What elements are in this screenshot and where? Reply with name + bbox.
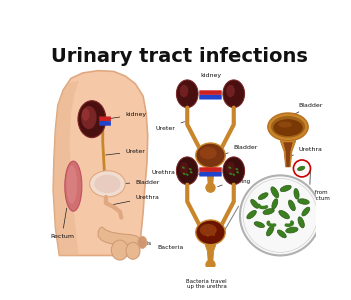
Ellipse shape: [229, 173, 232, 175]
Ellipse shape: [298, 217, 304, 228]
Polygon shape: [280, 141, 296, 167]
Ellipse shape: [289, 200, 295, 211]
Ellipse shape: [206, 234, 209, 237]
Text: Urethra: Urethra: [112, 195, 159, 205]
Ellipse shape: [294, 188, 299, 199]
Ellipse shape: [196, 143, 225, 168]
Ellipse shape: [236, 168, 238, 170]
Ellipse shape: [226, 85, 235, 97]
Ellipse shape: [251, 200, 259, 208]
Text: Rectum: Rectum: [50, 208, 74, 239]
Ellipse shape: [280, 185, 291, 192]
FancyBboxPatch shape: [199, 172, 222, 176]
Ellipse shape: [229, 167, 231, 169]
Text: kidney: kidney: [108, 112, 146, 119]
Ellipse shape: [223, 80, 245, 108]
Ellipse shape: [189, 168, 192, 170]
FancyBboxPatch shape: [199, 90, 222, 95]
Text: Ureter
Opening: Ureter Opening: [218, 173, 251, 187]
Ellipse shape: [212, 233, 215, 236]
Ellipse shape: [203, 230, 206, 232]
Ellipse shape: [273, 119, 303, 136]
Text: Penis: Penis: [129, 238, 152, 246]
Ellipse shape: [126, 242, 140, 259]
Text: Ureter: Ureter: [156, 122, 185, 131]
Ellipse shape: [90, 171, 125, 197]
Ellipse shape: [183, 173, 186, 175]
Ellipse shape: [223, 157, 245, 184]
Ellipse shape: [65, 161, 82, 211]
Ellipse shape: [111, 240, 128, 260]
Ellipse shape: [258, 193, 268, 200]
Ellipse shape: [81, 106, 97, 129]
Ellipse shape: [268, 113, 308, 141]
Text: Bacteria travel
up the urethra: Bacteria travel up the urethra: [186, 278, 227, 289]
Text: Bacteria: Bacteria: [157, 245, 183, 250]
Ellipse shape: [186, 173, 189, 176]
Ellipse shape: [298, 199, 309, 204]
Ellipse shape: [254, 222, 265, 228]
FancyBboxPatch shape: [199, 167, 222, 172]
Text: Urinary tract infections: Urinary tract infections: [51, 47, 308, 66]
Circle shape: [293, 160, 311, 177]
Ellipse shape: [277, 230, 286, 238]
Ellipse shape: [200, 147, 217, 159]
Ellipse shape: [247, 210, 256, 219]
Circle shape: [206, 260, 215, 269]
Ellipse shape: [180, 85, 188, 97]
Text: Bacteria from
skin or rectum: Bacteria from skin or rectum: [290, 171, 330, 201]
Ellipse shape: [200, 224, 217, 236]
Ellipse shape: [190, 171, 193, 173]
Ellipse shape: [180, 162, 188, 174]
Ellipse shape: [302, 207, 310, 216]
Ellipse shape: [226, 162, 235, 174]
Ellipse shape: [177, 80, 198, 108]
Circle shape: [240, 176, 320, 255]
Ellipse shape: [236, 171, 239, 173]
Ellipse shape: [298, 166, 305, 171]
Polygon shape: [205, 245, 216, 262]
Text: Bladder: Bladder: [223, 145, 258, 154]
Polygon shape: [205, 168, 216, 184]
Polygon shape: [53, 81, 79, 256]
Ellipse shape: [263, 208, 274, 214]
Ellipse shape: [182, 167, 185, 169]
Circle shape: [206, 183, 215, 192]
Polygon shape: [53, 70, 148, 256]
Ellipse shape: [138, 236, 147, 248]
Ellipse shape: [271, 116, 305, 138]
Ellipse shape: [278, 122, 292, 128]
Ellipse shape: [214, 229, 217, 231]
Ellipse shape: [266, 226, 274, 236]
Text: Urethra: Urethra: [152, 170, 205, 175]
FancyBboxPatch shape: [199, 95, 222, 100]
Ellipse shape: [232, 173, 235, 176]
Ellipse shape: [286, 227, 298, 233]
Ellipse shape: [279, 210, 290, 219]
Text: Urethra: Urethra: [292, 148, 323, 155]
Polygon shape: [98, 227, 141, 248]
FancyBboxPatch shape: [99, 116, 111, 121]
Text: Ureter: Ureter: [106, 149, 145, 155]
Ellipse shape: [272, 199, 278, 209]
Ellipse shape: [66, 165, 77, 204]
Ellipse shape: [82, 108, 90, 121]
FancyBboxPatch shape: [99, 121, 111, 126]
Ellipse shape: [94, 175, 121, 193]
Polygon shape: [283, 142, 293, 167]
Text: Bladder: Bladder: [118, 180, 160, 185]
Ellipse shape: [196, 220, 225, 245]
Ellipse shape: [209, 227, 212, 230]
Text: kidney: kidney: [200, 73, 221, 78]
Ellipse shape: [78, 101, 106, 138]
Ellipse shape: [177, 157, 198, 184]
Text: Bladder: Bladder: [293, 103, 323, 115]
Ellipse shape: [271, 187, 279, 198]
